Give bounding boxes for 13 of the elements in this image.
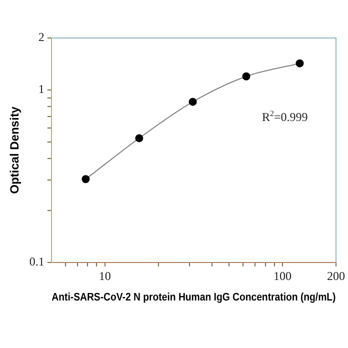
x-axis-title: Anti-SARS-CoV-2 N protein Human IgG Concentration (ng/mL): [52, 292, 336, 304]
point: [188, 98, 197, 106]
y-tick-label: 0.1: [29, 254, 44, 269]
point: [296, 59, 304, 68]
point: [242, 72, 250, 80]
x-tick-label: 100: [274, 268, 292, 283]
y-tick-label: 2: [38, 30, 44, 44]
point: [82, 175, 90, 184]
x-tick-label: 10: [98, 268, 111, 283]
y-axis-title: Optical Density: [8, 106, 22, 194]
y-tick-label: 1: [38, 82, 44, 96]
point: [135, 134, 144, 142]
x-tick-label: 200: [327, 268, 345, 283]
